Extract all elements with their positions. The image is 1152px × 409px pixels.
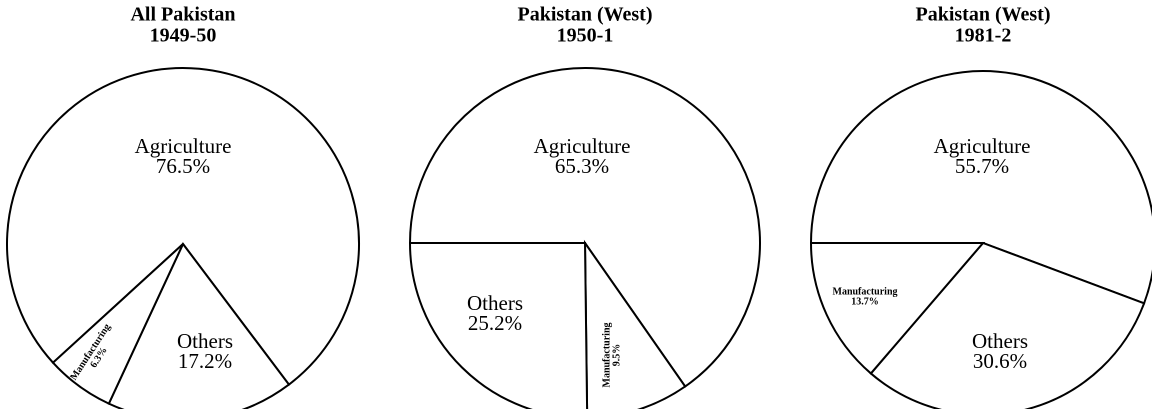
chart-title: Pakistan (West) xyxy=(916,4,1051,26)
pie-slice xyxy=(809,242,986,375)
category-label: Manufacturing xyxy=(601,323,612,388)
chart-subtitle: 1950-1 xyxy=(557,25,614,47)
value-label: 9.5% xyxy=(611,344,622,367)
pie-slice xyxy=(809,70,1152,305)
value-label: 30.6% xyxy=(973,349,1027,373)
category-label: Others xyxy=(972,329,1028,353)
category-label: Manufacturing xyxy=(833,286,898,297)
pie-slice xyxy=(869,241,1146,409)
value-label: 55.7% xyxy=(955,154,1009,178)
pie-slice xyxy=(107,242,291,409)
pie-slice xyxy=(408,242,589,409)
chart-subtitle: 1949-50 xyxy=(150,25,217,47)
value-label: 25.2% xyxy=(468,311,522,335)
category-label: Agriculture xyxy=(934,134,1031,158)
pie-slice xyxy=(51,243,184,405)
category-label: Agriculture xyxy=(534,134,631,158)
value-label: 76.5% xyxy=(156,154,210,178)
category-label: Others xyxy=(177,329,233,353)
pie-slice xyxy=(408,67,761,388)
value-label: 17.2% xyxy=(178,349,232,373)
chart-subtitle: 1981-2 xyxy=(955,25,1012,47)
category-label: Others xyxy=(467,291,523,315)
value-label: 13.7% xyxy=(851,296,879,307)
chart-title: All Pakistan xyxy=(130,4,235,26)
slice-label: Manufacturing 9.5% xyxy=(601,323,622,388)
pie-slice xyxy=(6,67,360,386)
value-label: 65.3% xyxy=(555,154,609,178)
category-label: Agriculture xyxy=(135,134,232,158)
pie-slice xyxy=(583,239,687,409)
chart-title: Pakistan (West) xyxy=(518,4,653,26)
